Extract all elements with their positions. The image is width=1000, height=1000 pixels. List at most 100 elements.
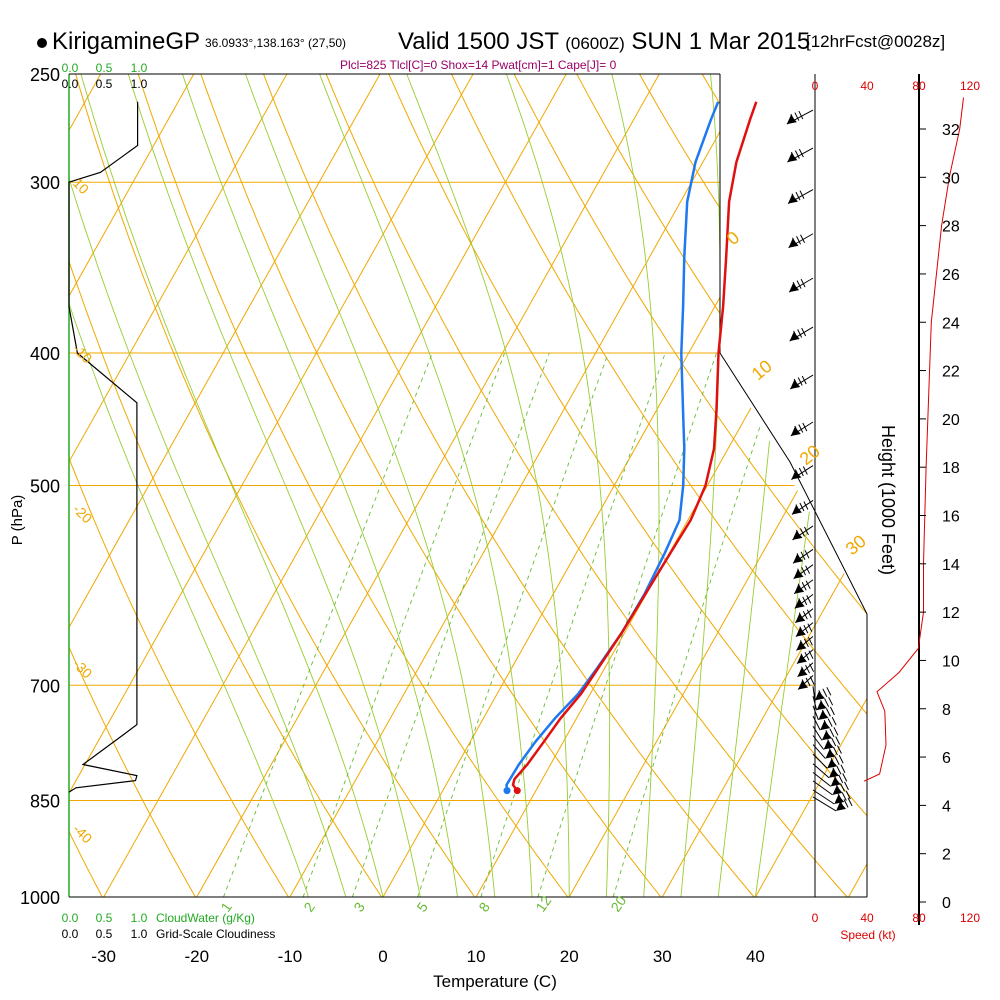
dry-adiabat — [388, 74, 867, 817]
cloudiness-label: Grid-Scale Cloudiness — [156, 927, 275, 941]
barb-feather — [836, 745, 842, 754]
height-tick-26: 26 — [942, 267, 960, 284]
barb-feather — [831, 737, 837, 747]
barb-feather — [832, 746, 838, 756]
wind-barb — [793, 579, 814, 595]
barb-feather — [793, 378, 799, 388]
isotherm — [103, 74, 567, 897]
height-tick-18: 18 — [942, 460, 960, 477]
slanted-edge — [719, 352, 868, 897]
moist-adiabat — [127, 74, 421, 897]
height-tick-10: 10 — [942, 653, 960, 670]
barb-feather — [796, 553, 802, 562]
height-tick-32: 32 — [942, 122, 960, 139]
barb-feather — [794, 112, 800, 121]
wind-barb — [790, 421, 814, 437]
x-tick-20: 20 — [560, 947, 579, 966]
pressure-tick-250: 250 — [30, 65, 60, 85]
barb-feather — [799, 190, 805, 199]
barb-feather — [802, 610, 808, 620]
barb-feather — [805, 580, 811, 589]
pressure-tick-300: 300 — [30, 173, 60, 193]
wind-barb — [788, 233, 814, 249]
barb-feather — [801, 666, 806, 675]
barb-feather — [803, 624, 809, 634]
dry-adiabat — [69, 456, 289, 897]
wind-barb — [812, 696, 834, 711]
barb-feather — [825, 730, 831, 739]
barb-feather — [807, 623, 813, 632]
isotherm — [69, 74, 195, 298]
barb-feather — [798, 424, 804, 433]
barb-feather — [800, 653, 806, 662]
speed-tick-top: 120 — [960, 79, 980, 93]
dry-adiabat — [200, 74, 662, 897]
height-tick-30: 30 — [942, 170, 960, 187]
stability-indices: Plcl=825 Tlcl[C]=0 Shox=14 Pwat[cm]=1 Ca… — [340, 58, 617, 72]
barb-feather — [800, 278, 806, 288]
isotherm-label: -40 — [70, 821, 96, 847]
dry-adiabat — [890, 74, 1000, 897]
wind-barb — [812, 753, 844, 769]
wind-barb — [794, 608, 814, 624]
barb-feather — [792, 281, 798, 291]
barb-feather — [821, 709, 827, 719]
barb-feather — [801, 327, 807, 337]
barb-staff — [812, 726, 823, 741]
barb-feather — [794, 150, 800, 159]
height-tick-28: 28 — [942, 219, 960, 236]
moist-adiabat — [505, 74, 611, 897]
moist-adiabat — [69, 176, 347, 897]
isotherm — [848, 863, 867, 897]
barb-feather — [801, 582, 807, 591]
barb-feather — [790, 113, 796, 123]
height-tick-0: 0 — [942, 895, 951, 912]
cloudiness-scale-top: 0.0 — [62, 77, 79, 91]
barb-feather — [842, 773, 848, 782]
height-tick-20: 20 — [942, 412, 960, 429]
pressure-tick-500: 500 — [30, 477, 60, 497]
wind-barb — [795, 622, 814, 638]
x-tick--10: -10 — [278, 947, 303, 966]
barb-feather — [838, 774, 844, 784]
station-coords: 36.0933°,138.163° (27,50) — [205, 36, 347, 50]
station-bullet-icon — [37, 38, 47, 48]
barb-feather — [798, 148, 804, 158]
cloudiness-scale-bottom: 0.0 — [62, 927, 79, 941]
isotherm — [661, 531, 867, 897]
isotherm — [196, 74, 660, 897]
wind-barb — [812, 744, 842, 759]
x-tick-10: 10 — [467, 947, 486, 966]
cloudiness-scale-top: 1.0 — [131, 77, 148, 91]
isotherm — [69, 74, 474, 795]
pressure-tick-700: 700 — [30, 676, 60, 696]
cloud-water-scale-bottom: 0.5 — [96, 911, 113, 925]
isotherm-label: 10 — [70, 175, 92, 197]
barb-staff — [812, 771, 832, 787]
barb-feather — [834, 776, 840, 785]
height-tick-16: 16 — [942, 509, 960, 526]
barb-staff — [812, 789, 835, 805]
barb-feather — [829, 728, 835, 738]
barb-feather — [798, 110, 804, 120]
height-tick-8: 8 — [942, 702, 951, 719]
wind-barb — [791, 500, 814, 515]
isotherm-label: -20 — [70, 501, 96, 527]
speed-tick-bottom: 80 — [912, 911, 926, 925]
height-tick-12: 12 — [942, 605, 960, 622]
wind-barb — [812, 686, 832, 701]
cloud-water-label: CloudWater (g/Kg) — [156, 911, 255, 925]
barb-feather — [827, 739, 833, 748]
wind-barb — [812, 796, 853, 812]
barb-feather — [801, 375, 807, 385]
barb-feather — [797, 329, 803, 338]
mixing-ratio-label: 20 — [607, 893, 629, 915]
height-axis-label: Height (1000 Feet) — [878, 425, 898, 575]
mixing-ratio-line — [480, 352, 666, 897]
barb-feather — [844, 781, 849, 791]
barb-feather — [847, 797, 853, 807]
dry-adiabat — [263, 74, 755, 897]
wind-barb — [794, 594, 814, 609]
wind-barb — [789, 374, 814, 390]
isotherm — [942, 74, 1000, 897]
